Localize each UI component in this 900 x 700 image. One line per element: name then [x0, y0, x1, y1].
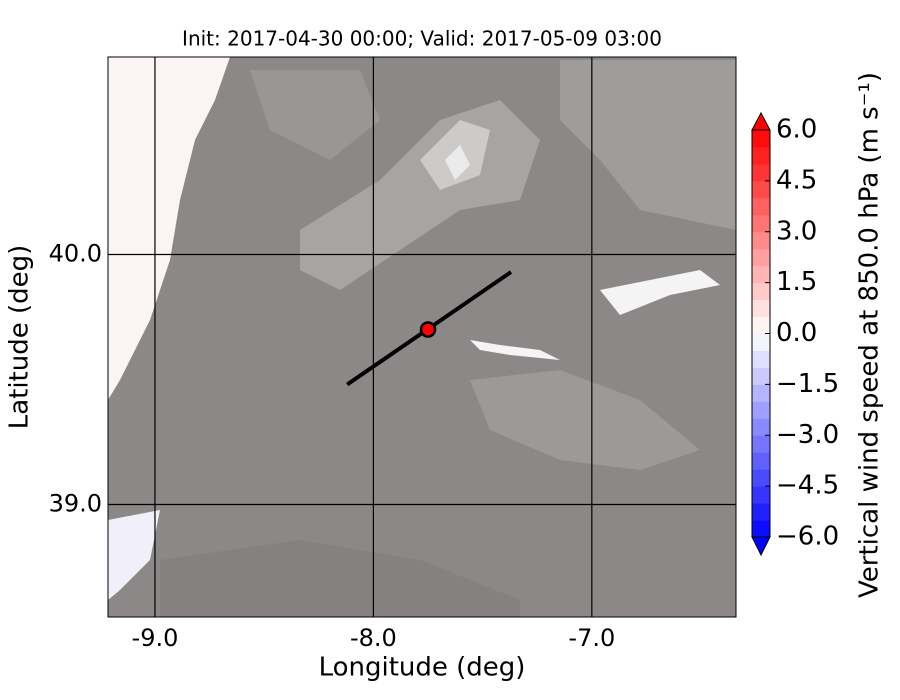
- colorbar-band: [752, 384, 770, 402]
- colorbar-band: [752, 282, 770, 301]
- colorbar-band: [752, 231, 770, 250]
- x-tick-label: -7.0: [568, 624, 615, 652]
- colorbar-band: [752, 520, 770, 538]
- colorbar-label: Vertical wind speed at 850.0 hPa (m s⁻¹): [855, 72, 885, 598]
- chart-title: Init: 2017-04-30 00:00; Valid: 2017-05-0…: [182, 27, 662, 51]
- colorbar-tick-label: −4.5: [776, 471, 839, 501]
- colorbar-band: [752, 130, 770, 148]
- colorbar-band: [752, 418, 770, 436]
- colorbar-band: [752, 469, 770, 487]
- colorbar-tick-label: 0.0: [776, 318, 817, 348]
- colorbar-band: [752, 197, 770, 216]
- y-tick-label: 40.0: [49, 240, 102, 268]
- colorbar-band: [752, 486, 770, 504]
- colorbar-band: [752, 180, 770, 199]
- colorbar-tick-label: −6.0: [776, 522, 839, 552]
- y-tick-label: 39.0: [49, 490, 102, 518]
- colorbar-band: [752, 146, 770, 165]
- location-marker: [419, 321, 437, 338]
- colorbar-band: [752, 248, 770, 267]
- colorbar-tick-label: −3.0: [776, 420, 839, 450]
- colorbar-band: [752, 367, 770, 385]
- plot-frame: [107, 56, 737, 618]
- colorbar-band: [752, 452, 770, 470]
- colorbar-band: [752, 299, 770, 318]
- colorbar-band: [752, 214, 770, 233]
- colorbar-extend-bottom: [751, 536, 771, 557]
- x-tick-label: -8.0: [350, 624, 397, 652]
- colorbar-tick-label: 4.5: [776, 165, 817, 195]
- colorbar-band: [752, 265, 770, 284]
- x-axis-label: Longitude (deg): [319, 653, 526, 683]
- colorbar-extend-top: [751, 111, 771, 131]
- terrain: [108, 57, 736, 617]
- colorbar-tick-label: 3.0: [776, 216, 817, 246]
- x-tick-label: -9.0: [132, 624, 179, 652]
- colorbar-tick-label: 6.0: [776, 115, 817, 145]
- colorbar-band: [752, 316, 770, 334]
- colorbar-band: [752, 163, 770, 182]
- colorbar-tick-label: 1.5: [776, 267, 817, 297]
- colorbar-band: [752, 350, 770, 368]
- colorbar-band: [752, 333, 770, 351]
- colorbar-tick-label: −1.5: [776, 369, 839, 399]
- colorbar-band: [752, 401, 770, 419]
- colorbar-band: [752, 503, 770, 521]
- y-axis-label: Latitude (deg): [5, 245, 35, 430]
- colorbar-band: [752, 435, 770, 453]
